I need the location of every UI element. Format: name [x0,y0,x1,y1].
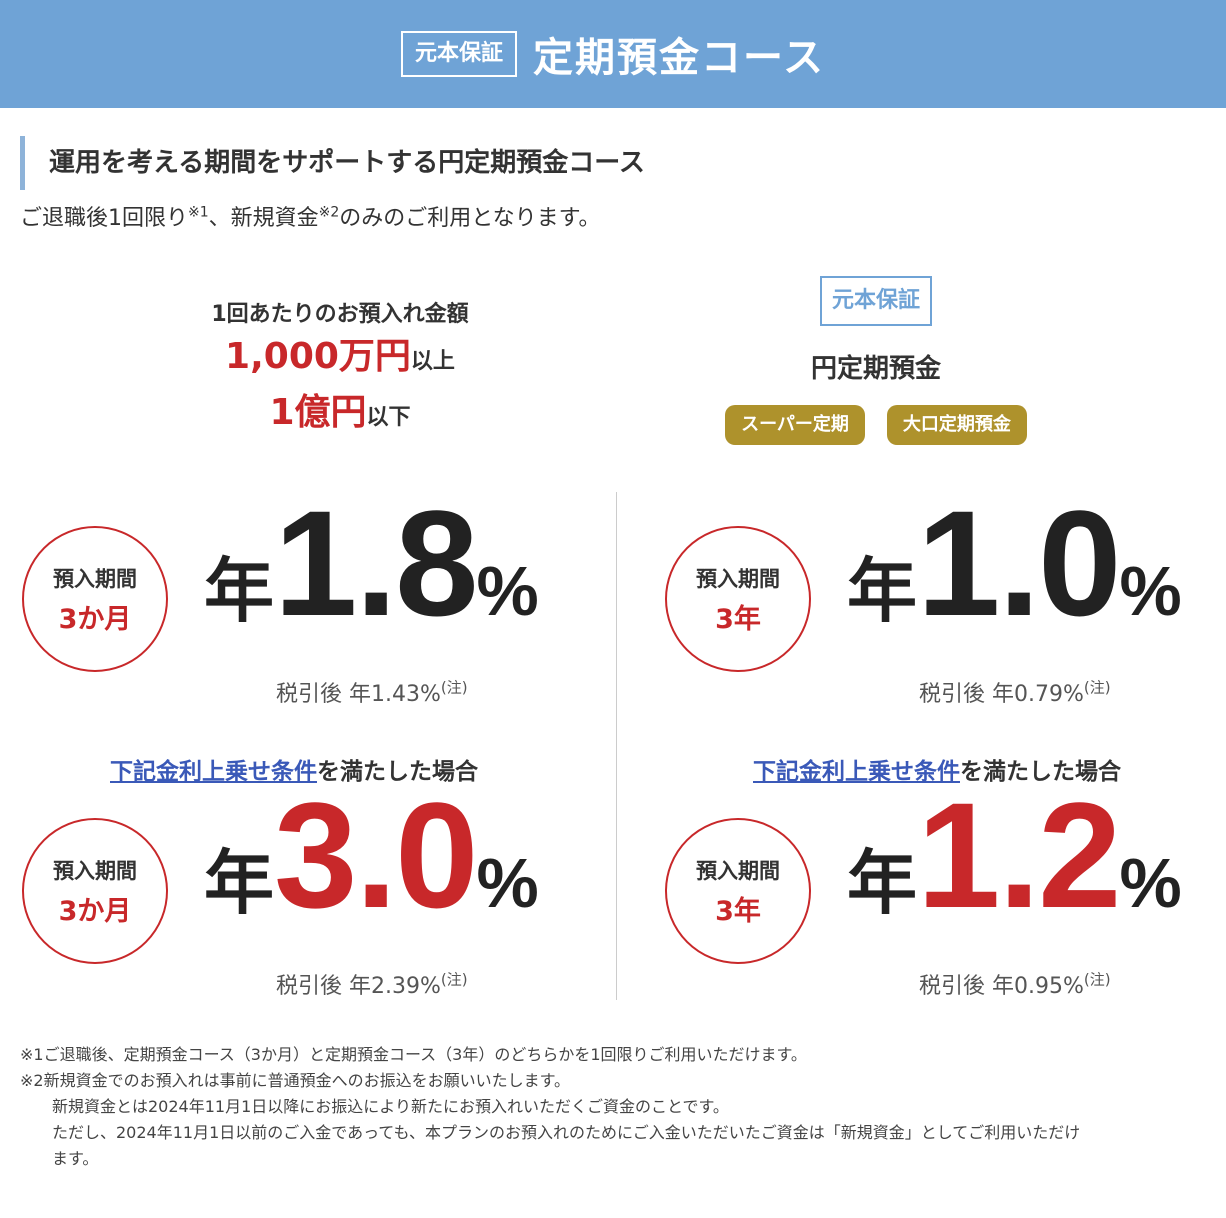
bonus-rate-card-3y: 預入期間 3年 年1.2% 税引後 年0.95%(注) [665,780,1226,1028]
principal-guarantee-badge: 元本保証 [400,31,517,77]
amount-min: 1,000万円以上 [225,336,455,377]
footnotes: ※1ご退職後、定期預金コース（3か月）と定期預金コース（3年）のどちらかを1回限… [20,1042,1210,1172]
footnote-2-detail: 新規資金とは2024年11月1日以降にお振込により新たにお預入れいただくご資金の… [52,1097,729,1116]
term-circle: 預入期間 3か月 [22,526,168,672]
tag-super-teiki: スーパー定期 [725,405,865,445]
product-block: 元本保証 円定期預金 スーパー定期 大口定期預金 [700,276,1052,445]
footnote-2: ※2新規資金でのお預入れは事前に普通預金へのお振込をお願いいたします。 [20,1071,570,1090]
footnote-2-detail: ます。 [52,1149,99,1168]
term-circle: 預入期間 3か月 [22,818,168,964]
rate-card-3m: 預入期間 3か月 年1.8% 税引後 年1.43%(注) [22,488,622,736]
product-name: 円定期預金 [810,354,941,384]
bonus-rate-card-3m: 預入期間 3か月 年3.0% 税引後 年2.39%(注) [22,780,622,1028]
after-tax-rate: 税引後 年1.43%(注) [276,678,468,707]
deposit-amount-block: 1回あたりのお預入れ金額 1,000万円以上 1億円以下 [140,298,540,444]
bonus-condition-left: 下記金利上乗せ条件を満たした場合 [110,759,478,785]
column-divider [616,492,617,1000]
bonus-condition-right: 下記金利上乗せ条件を満たした場合 [753,759,1121,785]
rate-value: 年1.8% [204,479,539,647]
footnote-1: ※1ご退職後、定期預金コース（3か月）と定期預金コース（3年）のどちらかを1回限… [20,1045,807,1064]
page-title: 定期預金コース [533,35,825,81]
term-circle: 預入期間 3年 [665,818,811,964]
tag-ooguchi-teiki: 大口定期預金 [886,405,1027,445]
product-tags: スーパー定期 大口定期預金 [700,405,1052,445]
product-principal-badge: 元本保証 [819,276,932,326]
bonus-condition-link[interactable]: 下記金利上乗せ条件 [753,759,960,785]
term-circle: 預入期間 3年 [665,526,811,672]
intro-text: ご退職後1回限り※1、新規資金※2のみのご利用となります。 [20,204,601,231]
footnote-2-detail: ただし、2024年11月1日以前のご入金であっても、本プランのお預入れのためにご… [52,1123,1081,1142]
rate-card-3y: 預入期間 3年 年1.0% 税引後 年0.79%(注) [665,488,1226,736]
rate-value: 年3.0% [204,771,539,939]
amount-max: 1億円以下 [269,392,411,433]
after-tax-rate: 税引後 年2.39%(注) [276,970,468,999]
bonus-condition-link[interactable]: 下記金利上乗せ条件 [110,759,317,785]
after-tax-rate: 税引後 年0.95%(注) [919,970,1111,999]
rate-value: 年1.0% [847,479,1182,647]
section-heading: 運用を考える期間をサポートする円定期預金コース [20,136,645,190]
amount-label: 1回あたりのお預入れ金額 [211,302,469,327]
rate-value: 年1.2% [847,771,1182,939]
page-header: 元本保証 定期預金コース [0,0,1226,108]
after-tax-rate: 税引後 年0.79%(注) [919,678,1111,707]
